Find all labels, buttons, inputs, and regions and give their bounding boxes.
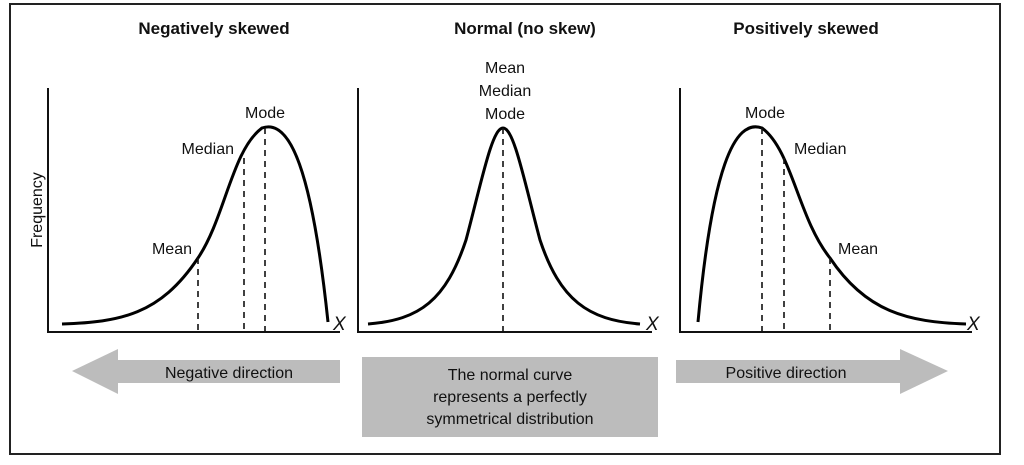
panel-title: Positively skewed (733, 19, 879, 38)
negative-direction-label: Negative direction (165, 365, 293, 382)
mean-label: Mean (152, 241, 192, 258)
figure-frame (9, 3, 1001, 455)
center-note-line-1: The normal curve (448, 367, 573, 384)
distribution-curve (61, 125, 330, 326)
center-note-line-2: represents a perfectly (433, 389, 587, 406)
mode-label: Mode (485, 106, 525, 123)
mode-label: Mode (245, 105, 285, 122)
y-axis-label: Frequency (29, 172, 46, 248)
panel-title: Negatively skewed (138, 19, 289, 38)
mean-label: Mean (485, 60, 525, 77)
negative-direction-arrow (72, 349, 340, 394)
positive-direction-arrow (676, 349, 948, 394)
x-axis-label: X (332, 314, 347, 335)
panel-title: Normal (no skew) (454, 19, 596, 38)
x-axis-label: X (645, 314, 660, 335)
median-label: Median (794, 141, 846, 158)
mode-label: Mode (745, 105, 785, 122)
center-note-box (362, 357, 658, 437)
panel-axes (357, 88, 652, 333)
positive-direction-label: Positive direction (726, 365, 847, 382)
center-note-line-3: symmetrical distribution (426, 411, 593, 428)
x-axis-label: X (966, 314, 981, 335)
panel-axes (47, 88, 340, 333)
mean-label: Mean (838, 241, 878, 258)
distribution-curve (696, 125, 967, 326)
panel-negatively-skewed: Negatively skewed Mode Median Mean X (47, 19, 347, 335)
median-label: Median (479, 83, 531, 100)
distribution-curve (367, 126, 641, 326)
panel-axes (679, 88, 972, 333)
median-label: Median (182, 141, 234, 158)
panel-normal: Normal (no skew) Mean Median Mode X (357, 19, 660, 335)
panel-positively-skewed: Positively skewed Mode Median Mean X (679, 19, 981, 335)
